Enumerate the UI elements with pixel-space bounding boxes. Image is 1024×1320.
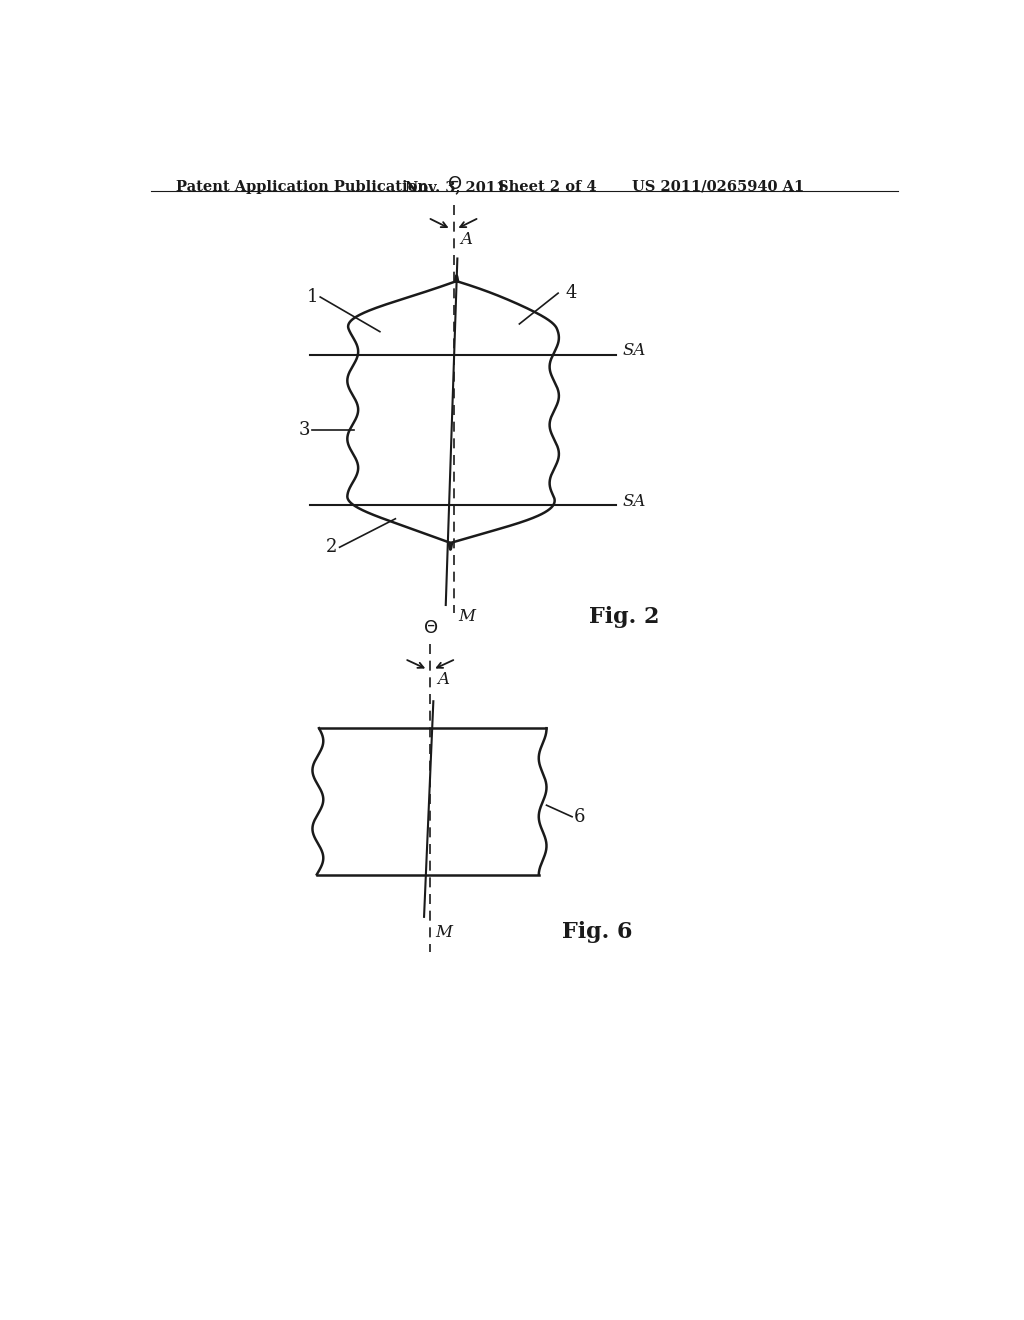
Text: Sheet 2 of 4: Sheet 2 of 4 <box>499 180 597 194</box>
Text: Nov. 3, 2011: Nov. 3, 2011 <box>406 180 507 194</box>
Text: $\Theta$: $\Theta$ <box>446 176 462 193</box>
Text: SA: SA <box>623 342 646 359</box>
Text: $\Theta$: $\Theta$ <box>424 619 438 638</box>
Text: 3: 3 <box>299 421 310 440</box>
Text: 4: 4 <box>566 284 578 302</box>
Text: 6: 6 <box>573 808 585 826</box>
Text: A: A <box>437 671 450 688</box>
Text: US 2011/0265940 A1: US 2011/0265940 A1 <box>632 180 804 194</box>
Text: 1: 1 <box>306 288 317 306</box>
Text: 2: 2 <box>326 539 337 556</box>
Text: M: M <box>435 924 452 941</box>
Text: Fig. 6: Fig. 6 <box>562 921 633 944</box>
Text: A: A <box>461 231 472 248</box>
Text: Patent Application Publication: Patent Application Publication <box>176 180 428 194</box>
Text: Fig. 2: Fig. 2 <box>589 606 659 627</box>
Text: SA: SA <box>623 492 646 510</box>
Text: M: M <box>458 609 475 626</box>
